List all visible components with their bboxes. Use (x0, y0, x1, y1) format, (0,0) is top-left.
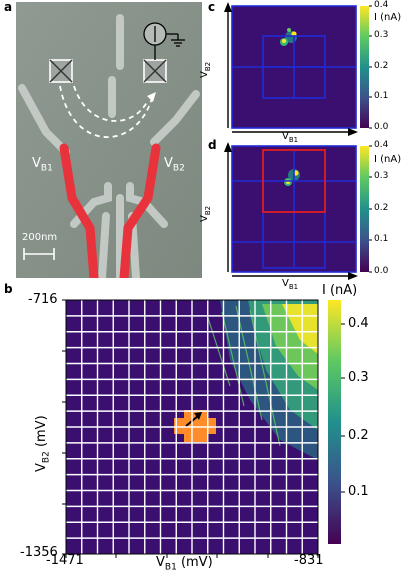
panel-a-label: a (4, 0, 13, 14)
panel-b-plot (62, 299, 345, 558)
panel-b-arrow-head (194, 412, 202, 420)
panel-d-colorbar-title: I (nA) (374, 154, 402, 165)
panel-b-xlabel: VB1 (mV) (156, 555, 213, 573)
ohmic-contact-left (49, 59, 73, 83)
panel-b-frame (65, 299, 319, 555)
scale-bar-label: 200nm (22, 232, 58, 243)
panel-c-plot (224, 2, 372, 136)
panel-b-ylabel: VB2 (mV) (34, 415, 52, 472)
current-path-arrow (59, 85, 153, 138)
panel-c-axes (227, 10, 350, 133)
panel-d-xlabel: VB1 (282, 278, 299, 291)
panel-d-label: d (208, 138, 217, 152)
panel-c-y-arrow (224, 2, 232, 12)
panel-b-colorbar-title: I (nA) (322, 283, 358, 298)
panel-b-label: b (4, 282, 13, 296)
panel-b-colorbar-ticks-marks (341, 323, 345, 493)
panel-b-x-ticks (65, 554, 319, 558)
panel-b-grid (66, 300, 318, 554)
ammeter-symbol (143, 22, 185, 60)
barrier-gates (59, 143, 161, 278)
panel-c-x-arrow (348, 128, 358, 136)
gate-fingers (18, 14, 200, 278)
panel-c-xlabel: VB1 (282, 131, 299, 144)
panel-c-grid (231, 5, 357, 129)
panel-b-y-tick-bottom: -1356 (20, 545, 58, 560)
panel-d-highlight (262, 149, 326, 213)
panel-c-label: c (208, 0, 216, 14)
panel-d-x-arrow (348, 272, 358, 280)
left-gate-label: VB1 (32, 156, 53, 174)
panel-c-ylabel: VB2 (199, 61, 212, 78)
scale-bar (23, 248, 55, 260)
panel-d-y-arrow (224, 142, 232, 152)
arrow-head (147, 92, 156, 102)
panel-b-y-tick-top: -716 (28, 292, 58, 307)
panel-b-x-tick-left: -1471 (46, 553, 84, 568)
panel-c-colorbar (360, 6, 369, 128)
panel-b-x-tick-right: -831 (294, 553, 324, 568)
panel-b-y-ticks (62, 299, 66, 555)
right-gate-label: VB2 (164, 156, 185, 174)
panel-a-sem-image (16, 2, 202, 278)
panel-c-colorbar-title: I (nA) (374, 12, 402, 23)
panel-d-plot (224, 142, 372, 280)
panel-d-axes (227, 150, 350, 277)
ohmic-contact-right (143, 59, 167, 83)
panel-d-ylabel: VB2 (199, 205, 212, 222)
panel-b-colorbar (328, 300, 341, 544)
panel-d-colorbar (360, 146, 369, 272)
